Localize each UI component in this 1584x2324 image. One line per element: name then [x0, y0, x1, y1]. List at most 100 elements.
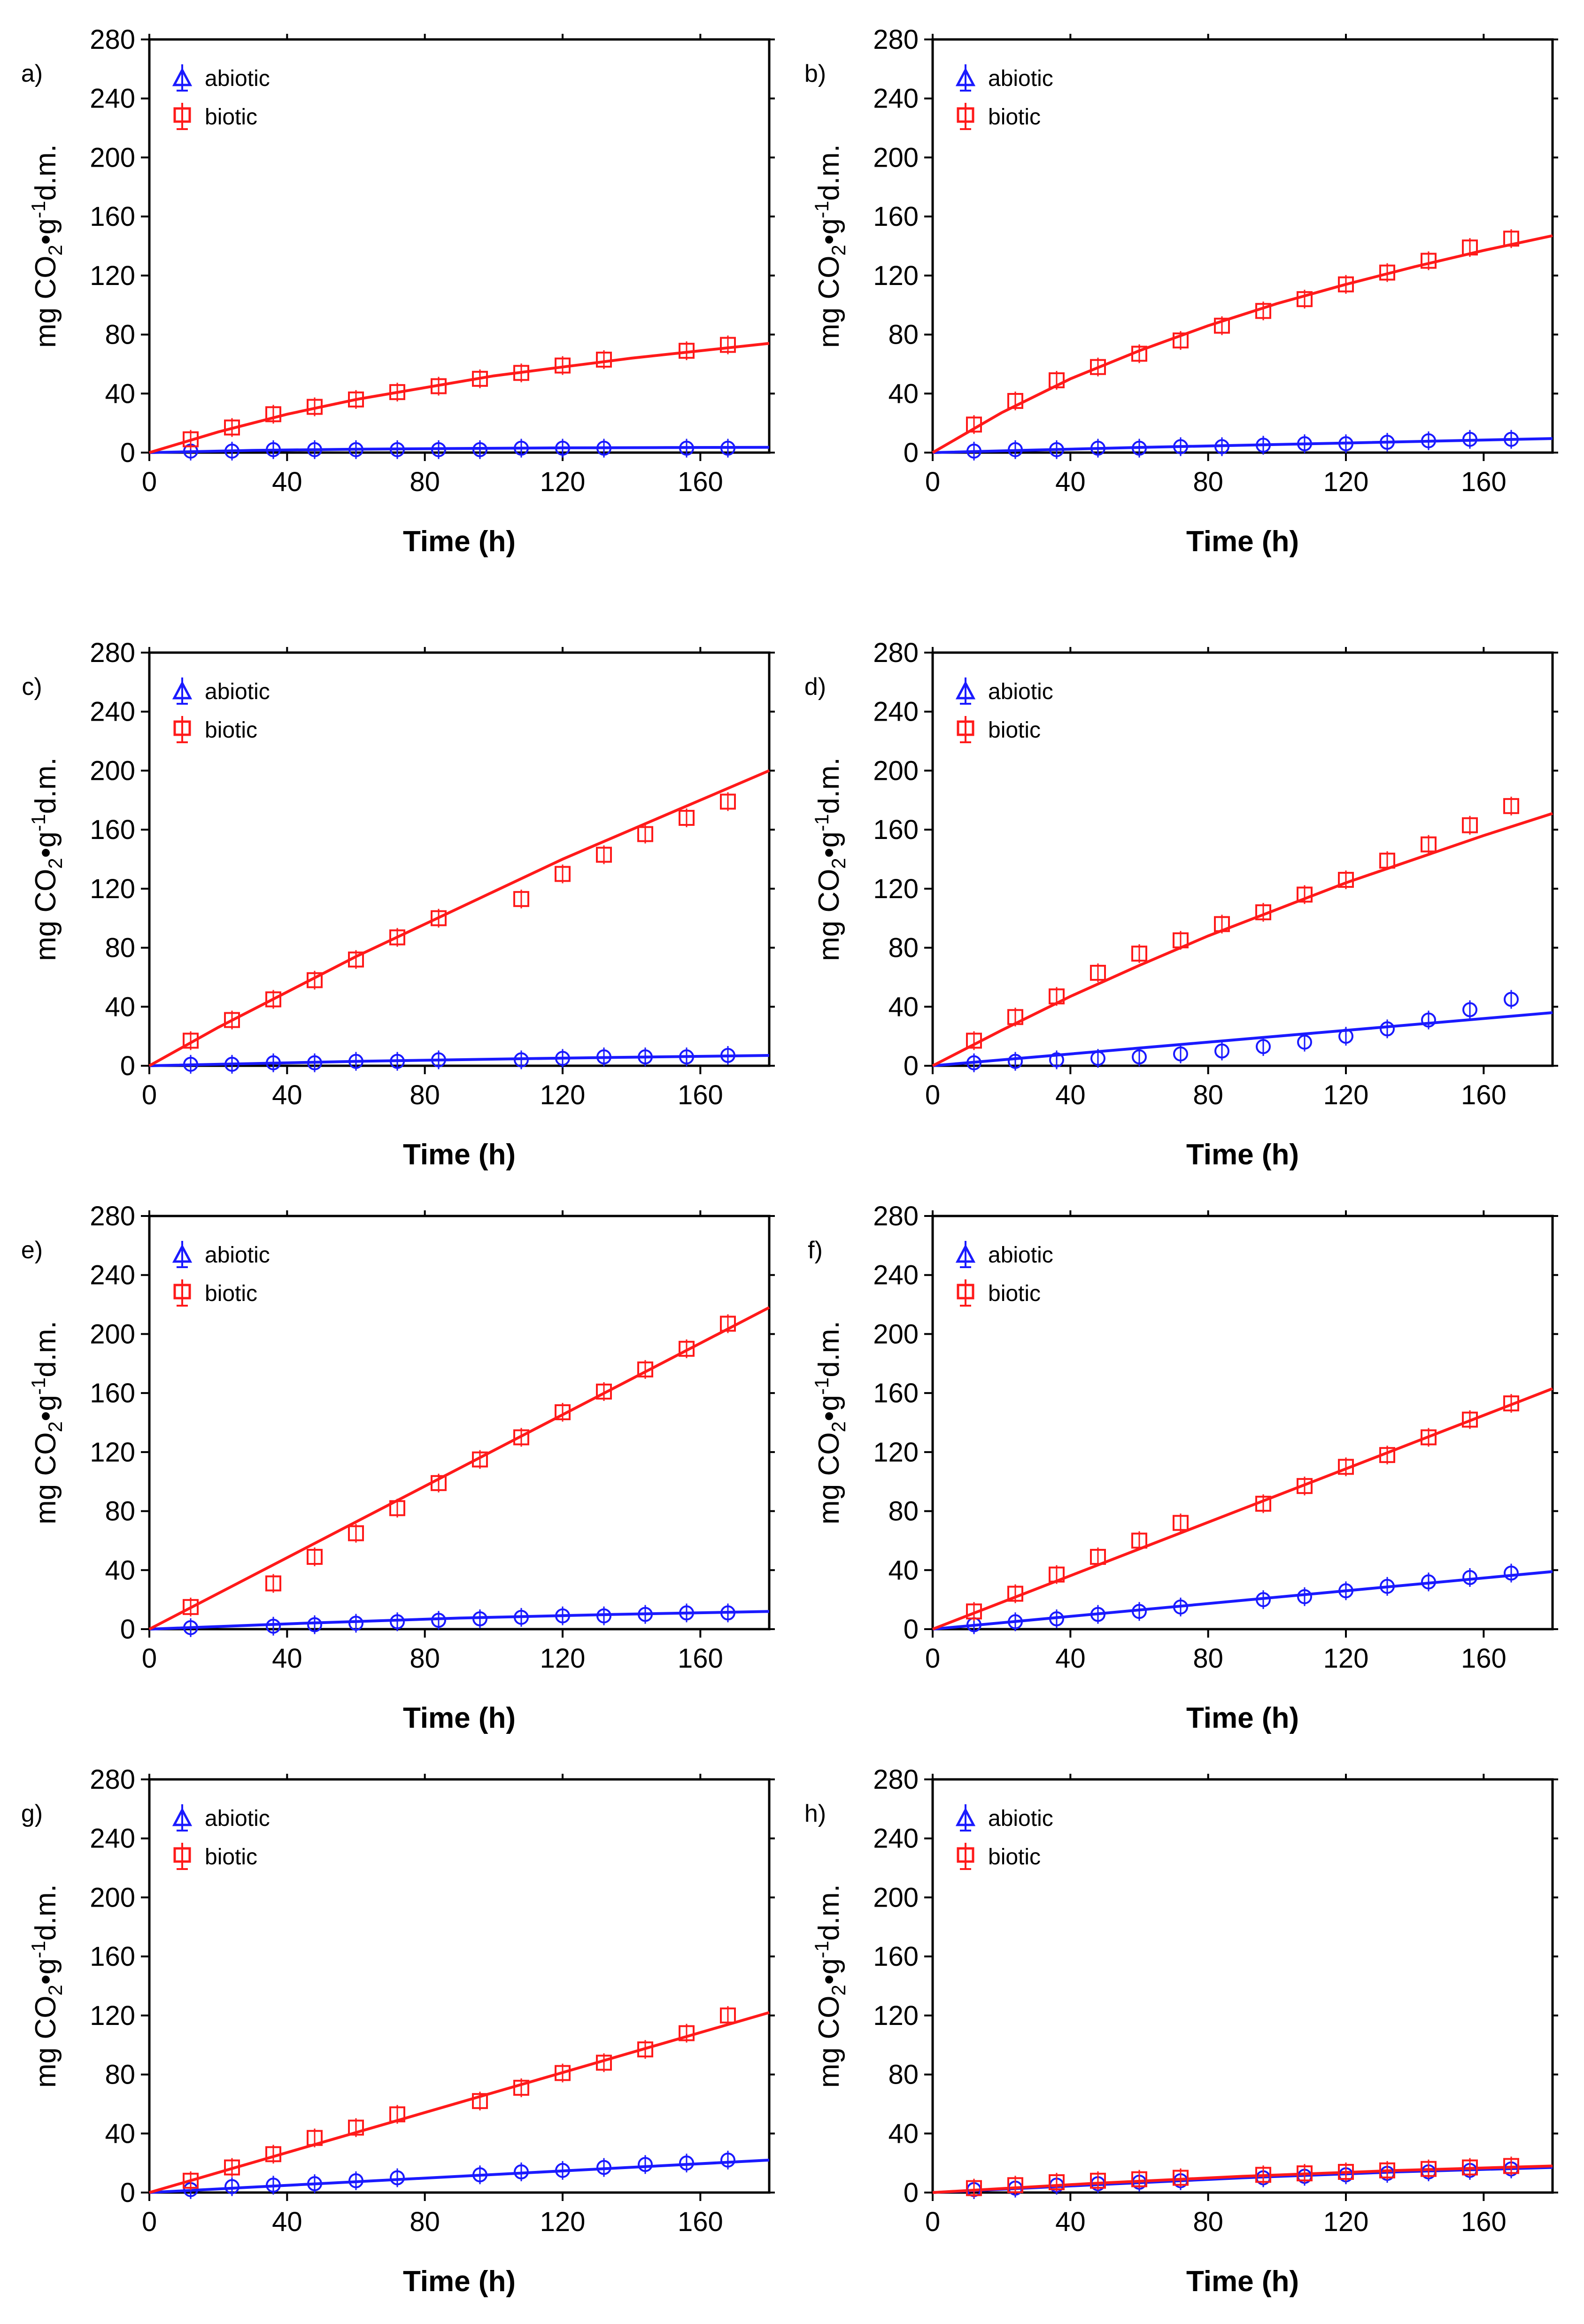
y-axis-label-part: •g [813, 831, 845, 858]
x-tick-label: 120 [1323, 1080, 1369, 1110]
biotic-fit-line [149, 2011, 770, 2194]
y-tick-label: 200 [873, 755, 919, 786]
biotic-fit-line [932, 1387, 1553, 1631]
chart-panel-f: 0 40 80 120 160 200 240 280 0 40 80 120 160 Time (h) m… [808, 1201, 1558, 1734]
legend-item-abiotic: abiotic [172, 1241, 270, 1268]
y-axis-label-part: d.m. [813, 1884, 845, 1941]
legend-item-abiotic: abiotic [955, 1804, 1053, 1831]
x-tick-label: 80 [1193, 2207, 1223, 2237]
y-tick-label: 40 [105, 378, 135, 409]
x-tick-label: 80 [410, 1643, 440, 1674]
y-axis-label-part: 2 [44, 1421, 66, 1432]
y-tick-label: 40 [888, 2118, 919, 2149]
legend-label: abiotic [988, 679, 1053, 704]
y-axis-label-part: -1 [27, 1377, 49, 1395]
x-axis-label: Time (h) [403, 525, 516, 558]
y-tick-label: 80 [888, 933, 919, 963]
x-tick-label: 0 [925, 467, 940, 497]
x-tick-label: 120 [1323, 467, 1369, 497]
y-tick-label: 40 [888, 378, 919, 409]
y-tick-label: 200 [90, 1319, 135, 1349]
x-tick-label: 160 [678, 467, 723, 497]
y-tick-label: 240 [90, 1260, 135, 1291]
y-tick-label: 160 [90, 1941, 135, 1972]
legend-label: abiotic [205, 1243, 270, 1268]
abiotic-fit-line [932, 1570, 1553, 1631]
y-axis-label-part: mg CO [813, 869, 845, 961]
plot-frame [931, 1778, 1554, 2194]
y-tick-label: 40 [888, 992, 919, 1022]
abiotic-fit-line [932, 437, 1553, 454]
x-tick-label: 80 [410, 2207, 440, 2237]
y-axis-label-part: mg CO [30, 256, 62, 348]
legend-label: biotic [205, 718, 257, 743]
y-tick-label: 40 [888, 1555, 919, 1585]
y-axis-label-part: mg CO [813, 1432, 845, 1524]
y-tick-label: 280 [90, 1201, 135, 1231]
biotic-fit-line [149, 342, 770, 454]
y-tick-label: 280 [90, 24, 135, 55]
y-axis-label: mg CO2•g-1d.m. [27, 757, 66, 961]
plot-frame [931, 38, 1554, 454]
panel-label: g) [21, 1800, 43, 1827]
x-axis-label: Time (h) [1186, 1139, 1299, 1171]
y-axis-label-part: d.m. [30, 1884, 62, 1941]
y-axis-label-part: •g [30, 218, 62, 245]
x-tick-label: 120 [540, 467, 586, 497]
y-axis-label-part: mg CO [30, 1432, 62, 1524]
abiotic-fit-line [932, 1011, 1553, 1067]
legend-item-biotic: biotic [173, 103, 257, 130]
x-axis-label: Time (h) [1186, 525, 1299, 558]
y-tick-label: 80 [888, 320, 919, 350]
y-axis-label-part: d.m. [813, 757, 845, 814]
y-tick-label: 200 [90, 1882, 135, 1913]
legend-label: biotic [988, 105, 1041, 130]
x-tick-label: 40 [1055, 1643, 1086, 1674]
x-tick-label: 0 [925, 1643, 940, 1674]
legend-item-abiotic: abiotic [172, 64, 270, 92]
legend-item-abiotic: abiotic [955, 1241, 1053, 1268]
legend-item-biotic: biotic [173, 1279, 257, 1307]
plot-frame [931, 1215, 1554, 1631]
x-tick-label: 0 [142, 1080, 157, 1110]
x-tick-label: 160 [678, 1643, 723, 1674]
plot-frame [931, 651, 1554, 1067]
x-tick-label: 80 [1193, 467, 1223, 497]
y-tick-label: 0 [120, 438, 135, 468]
legend-label: biotic [205, 1281, 257, 1306]
chart-panel-g: 0 40 80 120 160 200 240 280 0 40 80 120 160 Time (h) m… [21, 1764, 775, 2298]
y-axis-label-part: •g [30, 1395, 62, 1421]
x-tick-label: 40 [1055, 1080, 1086, 1110]
y-tick-label: 240 [873, 1260, 919, 1291]
y-axis-label-part: -1 [811, 201, 833, 218]
x-tick-label: 80 [410, 467, 440, 497]
x-tick-label: 0 [142, 467, 157, 497]
y-axis-label-part: d.m. [813, 1321, 845, 1377]
y-tick-label: 200 [873, 142, 919, 173]
abiotic-fit-line [149, 1054, 770, 1067]
x-tick-label: 40 [1055, 2207, 1086, 2237]
y-axis-label-part: -1 [811, 1941, 833, 1958]
y-axis-label-part: •g [813, 218, 845, 245]
y-axis-label-part: 2 [827, 1421, 850, 1432]
y-axis-label-part: •g [30, 831, 62, 858]
abiotic-fit-line [149, 446, 770, 454]
y-axis-label: mg CO2•g-1d.m. [811, 144, 850, 348]
y-axis-label-part: 2 [44, 245, 66, 255]
plot-frame [148, 1215, 771, 1631]
chart-panel-c: 0 40 80 120 160 200 240 280 0 40 80 120 160 Time (h) m… [22, 638, 775, 1171]
x-tick-label: 0 [142, 1643, 157, 1674]
legend-item-biotic: biotic [957, 1279, 1041, 1307]
chart-panel-a: 0 40 80 120 160 200 240 280 0 40 80 120 160 Time (h) m… [21, 24, 775, 558]
y-tick-label: 80 [105, 1496, 135, 1527]
legend-item-biotic: biotic [957, 1843, 1041, 1870]
y-axis-label-part: •g [813, 1958, 845, 1985]
y-tick-label: 280 [873, 638, 919, 668]
y-tick-label: 160 [873, 201, 919, 232]
y-tick-label: 80 [105, 2060, 135, 2090]
y-tick-label: 240 [90, 697, 135, 727]
biotic-fit-line [932, 812, 1553, 1067]
x-tick-label: 160 [1461, 1080, 1507, 1110]
y-tick-label: 200 [90, 755, 135, 786]
